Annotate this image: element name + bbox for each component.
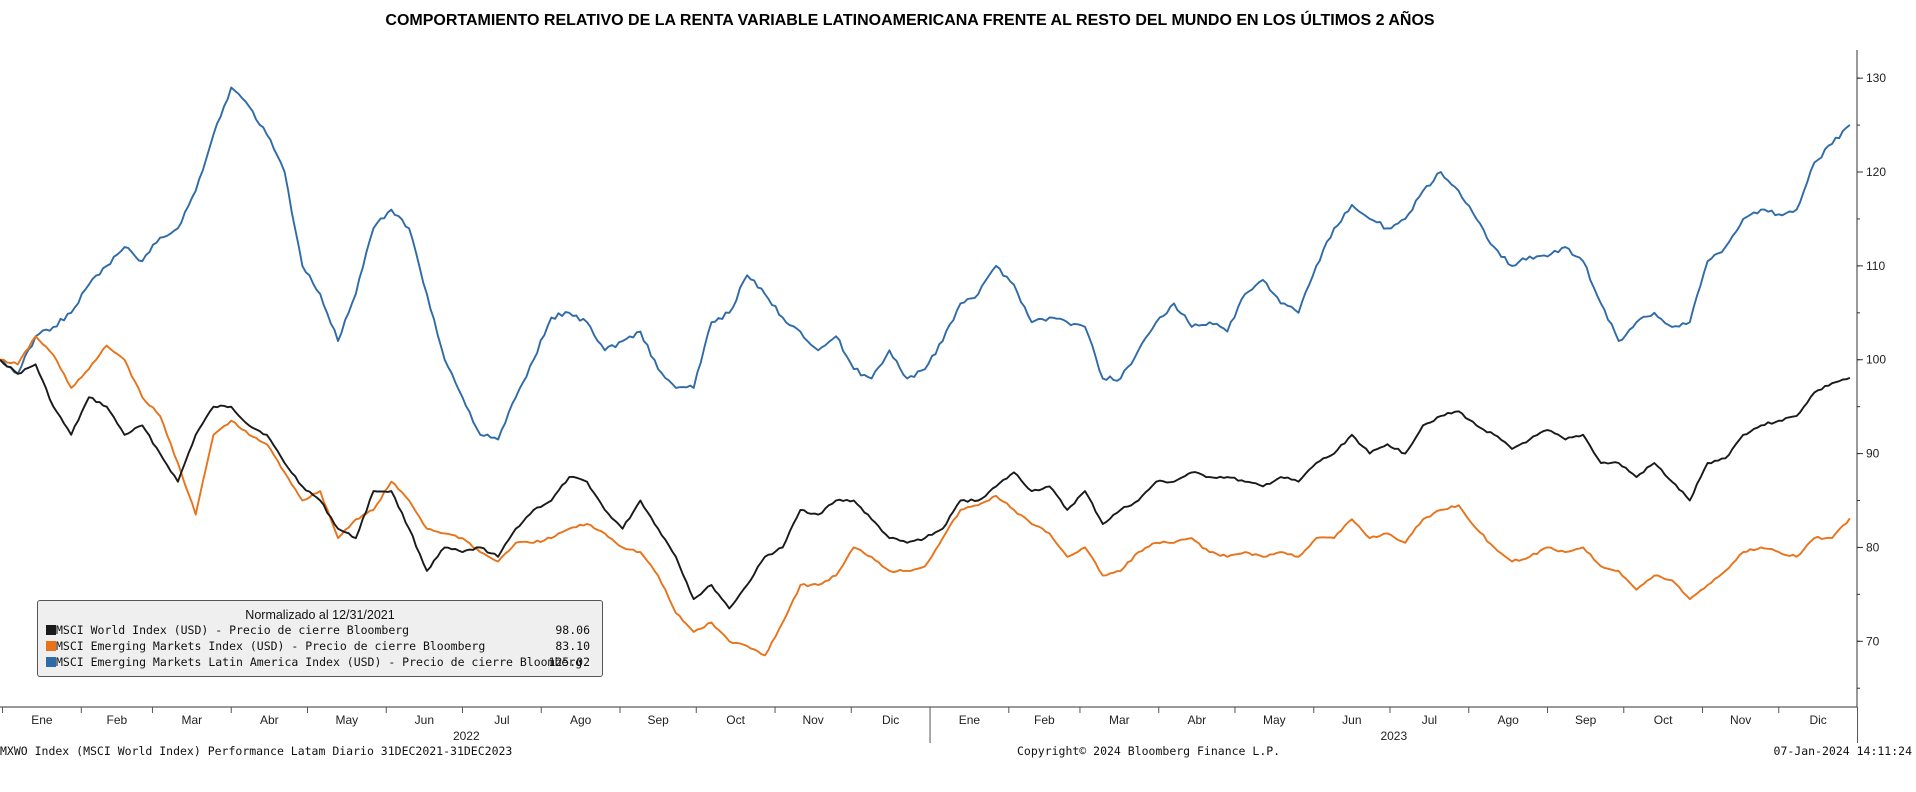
- y-tick-label: 120: [1866, 165, 1886, 179]
- footer-left: MXWO Index (MSCI World Index) Performanc…: [0, 744, 513, 758]
- y-tick-label: 80: [1866, 540, 1880, 554]
- chart-title: COMPORTAMIENTO RELATIVO DE LA RENTA VARI…: [385, 12, 1435, 29]
- footer-right: 07-Jan-2024 14:11:24: [1773, 744, 1912, 758]
- y-axis: 70 80 90 100 110 120 130: [1856, 50, 1886, 707]
- x-tick-label: May: [336, 713, 359, 727]
- series-line-msci-em-latam: [0, 86, 1851, 441]
- legend-item-msci-em: MSCI Emerging Markets Index (USD) - Prec…: [38, 638, 602, 654]
- x-tick-label: Mar: [1109, 713, 1130, 727]
- x-tick-label: Jun: [1342, 713, 1361, 727]
- legend-label-msci-em: MSCI Emerging Markets Index (USD) - Prec…: [56, 639, 486, 653]
- y-tick-label: 90: [1866, 447, 1880, 461]
- chart-legend: Normalizado al 12/31/2021 MSCI World Ind…: [37, 600, 603, 677]
- legend-header: Normalizado al 12/31/2021: [245, 608, 395, 622]
- x-tick-label: Oct: [1654, 713, 1673, 727]
- footer-center: Copyright© 2024 Bloomberg Finance L.P.: [1017, 744, 1281, 758]
- year-label: 2022: [453, 729, 480, 743]
- x-tick-label: Abr: [260, 713, 279, 727]
- x-tick-label: Jul: [1422, 713, 1437, 727]
- x-tick-label: Abr: [1188, 713, 1207, 727]
- x-tick-label: May: [1263, 713, 1286, 727]
- series-line-msci-em: [0, 335, 1851, 657]
- x-tick-label: Sep: [1575, 713, 1597, 727]
- y-tick-label: 130: [1866, 71, 1886, 85]
- x-tick-label: Nov: [802, 713, 823, 727]
- legend-swatch-msci-em-latam: [46, 657, 56, 667]
- x-tick-label: Nov: [1730, 713, 1751, 727]
- y-tick-label: 70: [1866, 634, 1880, 648]
- series-line-msci-world: [0, 359, 1851, 610]
- legend-item-msci-world: MSCI World Index (USD) - Precio de cierr…: [38, 622, 602, 638]
- x-tick-label: Dic: [882, 713, 899, 727]
- legend-value-msci-em: 83.10: [555, 639, 590, 653]
- series-layer: [0, 86, 1851, 657]
- legend-item-msci-em-latam: MSCI Emerging Markets Latin America Inde…: [38, 654, 602, 670]
- x-tick-label: Ene: [31, 713, 53, 727]
- legend-value-msci-world: 98.06: [555, 623, 590, 637]
- x-tick-label: Ago: [570, 713, 592, 727]
- legend-swatch-msci-world: [46, 625, 56, 635]
- x-tick-label: Ago: [1497, 713, 1519, 727]
- legend-swatch-msci-em: [46, 641, 56, 651]
- x-tick-label: Mar: [182, 713, 203, 727]
- legend-label-msci-world: MSCI World Index (USD) - Precio de cierr…: [56, 623, 410, 637]
- x-tick-label: Oct: [726, 713, 745, 727]
- x-tick-label: Feb: [1034, 713, 1055, 727]
- x-axis: Ene Feb Mar Abr May Jun Jul Ago Sep Oct Nov Dic Ene F…: [0, 706, 1859, 743]
- x-tick-label: Sep: [647, 713, 669, 727]
- x-tick-label: Jul: [494, 713, 509, 727]
- x-tick-label: Feb: [107, 713, 128, 727]
- y-tick-label: 100: [1866, 353, 1886, 367]
- x-tick-label: Jun: [415, 713, 434, 727]
- y-tick-label: 110: [1866, 259, 1885, 273]
- x-tick-label: Ene: [959, 713, 981, 727]
- legend-value-msci-em-latam: 125.02: [548, 655, 590, 669]
- legend-label-msci-em-latam: MSCI Emerging Markets Latin America Inde…: [56, 655, 583, 669]
- x-tick-label: Dic: [1809, 713, 1826, 727]
- year-label: 2023: [1380, 729, 1407, 743]
